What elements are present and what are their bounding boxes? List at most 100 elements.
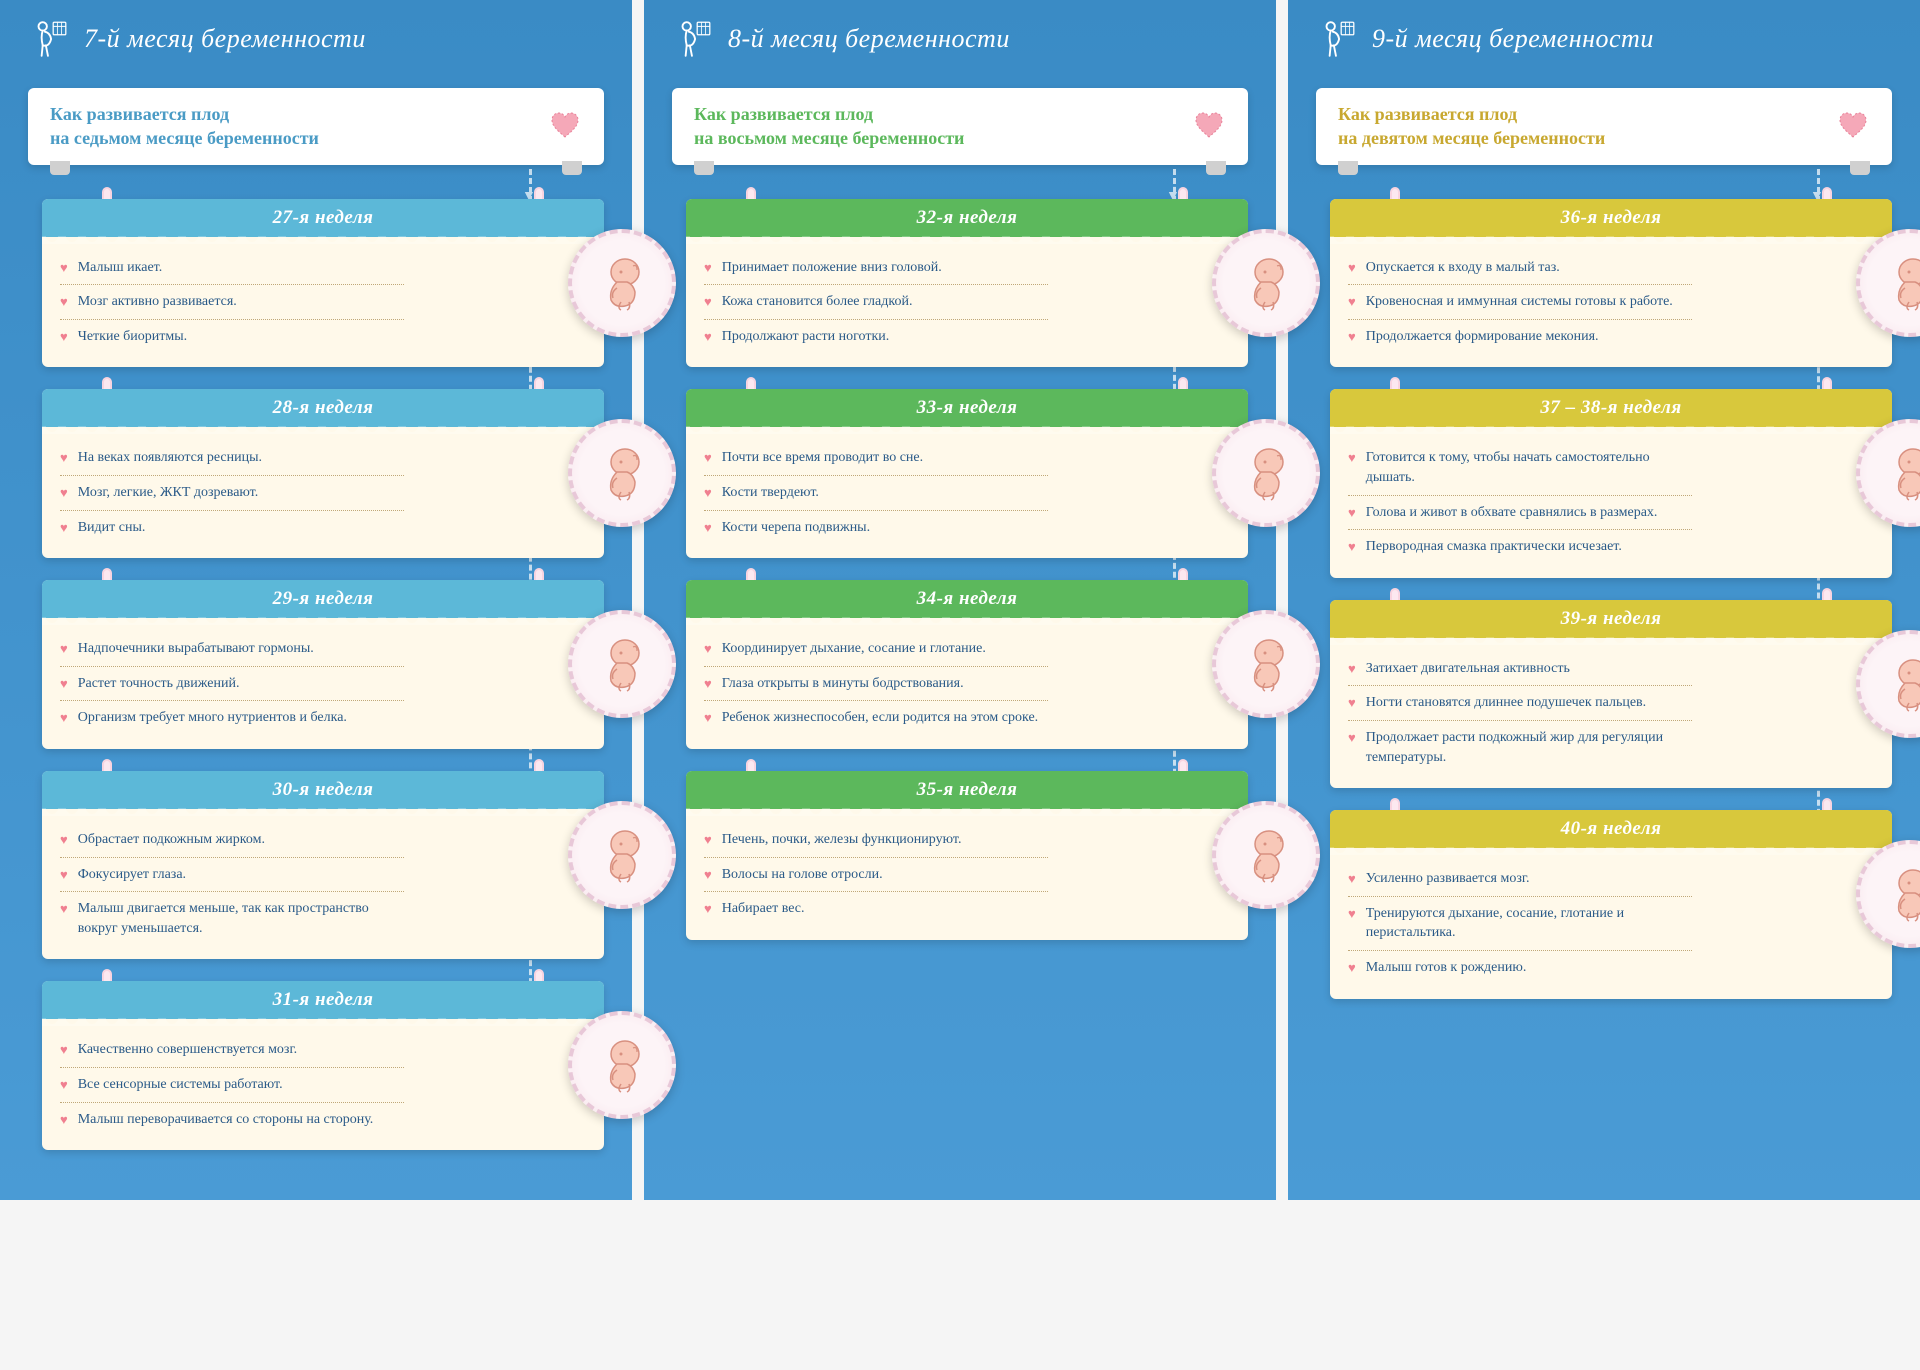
week-header: 34-я неделя bbox=[686, 580, 1248, 618]
week-item-text: Четкие биоритмы. bbox=[78, 327, 187, 347]
week-item-text: Обрастает подкожным жирком. bbox=[78, 830, 265, 850]
week-item: ♥ Почти все время проводит во сне. bbox=[704, 441, 1048, 476]
fetus-illustration bbox=[1856, 229, 1920, 337]
fetus-illustration bbox=[568, 801, 676, 909]
month-header: 9-й месяц беременности bbox=[1316, 18, 1892, 60]
pregnant-calendar-icon bbox=[1316, 18, 1358, 60]
week-item: ♥ Набирает вес. bbox=[704, 892, 1048, 926]
week-header: 31-я неделя bbox=[42, 981, 604, 1019]
fetus-illustration bbox=[1856, 630, 1920, 738]
heart-bullet-icon: ♥ bbox=[704, 519, 712, 537]
week-body: ♥ Затихает двигательная активность ♥ Ног… bbox=[1330, 638, 1710, 788]
week-body: ♥ Координирует дыхание, сосание и глотан… bbox=[686, 618, 1066, 749]
heart-bullet-icon: ♥ bbox=[60, 709, 68, 727]
week-item-text: Мозг, легкие, ЖКТ дозревают. bbox=[78, 483, 259, 503]
week-item-text: Продолжается формирование мекония. bbox=[1366, 327, 1599, 347]
heart-bullet-icon: ♥ bbox=[60, 293, 68, 311]
week-item-text: Кости твердеют. bbox=[722, 483, 819, 503]
subtitle-card: Как развивается плодна девятом месяце бе… bbox=[1316, 88, 1892, 165]
week-card: 35-я неделя ♥ Печень, почки, железы функ… bbox=[686, 771, 1248, 940]
week-item: ♥ Продолжают расти ноготки. bbox=[704, 320, 1048, 354]
month-title: 7-й месяц беременности bbox=[84, 24, 366, 54]
week-item-text: Кости черепа подвижны. bbox=[722, 518, 870, 538]
month-panel-yellow: 9-й месяц беременности Как развивается п… bbox=[1288, 0, 1920, 1200]
week-item: ♥ Опускается к входу в малый таз. bbox=[1348, 251, 1692, 286]
week-header: 28-я неделя bbox=[42, 389, 604, 427]
heart-bullet-icon: ♥ bbox=[704, 831, 712, 849]
week-header: 33-я неделя bbox=[686, 389, 1248, 427]
week-item-text: Кожа становится более гладкой. bbox=[722, 292, 913, 312]
week-item: ♥ Продолжает расти подкожный жир для рег… bbox=[1348, 721, 1692, 774]
week-body: ♥ Печень, почки, железы функционируют. ♥… bbox=[686, 809, 1066, 940]
week-item: ♥ Усиленно развивается мозг. bbox=[1348, 862, 1692, 897]
heart-bullet-icon: ♥ bbox=[60, 831, 68, 849]
week-item-text: Усиленно развивается мозг. bbox=[1366, 869, 1530, 889]
week-item: ♥ Все сенсорные системы работают. bbox=[60, 1068, 404, 1103]
week-item: ♥ Обрастает подкожным жирком. bbox=[60, 823, 404, 858]
fetus-icon bbox=[587, 1030, 657, 1100]
heart-bullet-icon: ♥ bbox=[1348, 504, 1356, 522]
fetus-icon bbox=[1231, 629, 1301, 699]
week-item: ♥ Фокусирует глаза. bbox=[60, 858, 404, 893]
week-item-text: Почти все время проводит во сне. bbox=[722, 448, 923, 468]
heart-bullet-icon: ♥ bbox=[60, 866, 68, 884]
week-body: ♥ Малыш икает. ♥ Мозг активно развиваетс… bbox=[42, 237, 422, 368]
heart-bullet-icon: ♥ bbox=[704, 328, 712, 346]
week-header: 30-я неделя bbox=[42, 771, 604, 809]
month-panel-blue: 7-й месяц беременности Как развивается п… bbox=[0, 0, 632, 1200]
week-item-text: Кровеносная и иммунная системы готовы к … bbox=[1366, 292, 1673, 312]
fetus-illustration bbox=[568, 229, 676, 337]
heart-bullet-icon: ♥ bbox=[1348, 328, 1356, 346]
week-card: 33-я неделя ♥ Почти все время проводит в… bbox=[686, 389, 1248, 558]
week-item-text: Продолжают расти ноготки. bbox=[722, 327, 890, 347]
week-item: ♥ Малыш переворачивается со стороны на с… bbox=[60, 1103, 404, 1137]
heart-bullet-icon: ♥ bbox=[704, 640, 712, 658]
fetus-illustration bbox=[1856, 840, 1920, 948]
heart-bullet-icon: ♥ bbox=[704, 675, 712, 693]
week-item: ♥ На веках появляются ресницы. bbox=[60, 441, 404, 476]
heart-bullet-icon: ♥ bbox=[704, 293, 712, 311]
week-item-text: Малыш двигается меньше, так как простран… bbox=[78, 899, 404, 938]
heart-bullet-icon: ♥ bbox=[60, 640, 68, 658]
week-card: 40-я неделя ♥ Усиленно развивается мозг.… bbox=[1330, 810, 1892, 998]
fetus-illustration bbox=[1212, 610, 1320, 718]
week-body: ♥ Принимает положение вниз головой. ♥ Ко… bbox=[686, 237, 1066, 368]
week-item: ♥ Малыш готов к рождению. bbox=[1348, 951, 1692, 985]
week-item: ♥ Продолжается формирование мекония. bbox=[1348, 320, 1692, 354]
fetus-illustration bbox=[1212, 229, 1320, 337]
weeks-container: 27-я неделя ♥ Малыш икает. ♥ Мозг активн… bbox=[28, 199, 604, 1151]
week-item: ♥ Кости твердеют. bbox=[704, 476, 1048, 511]
heart-bullet-icon: ♥ bbox=[60, 1041, 68, 1059]
week-card: 39-я неделя ♥ Затихает двигательная акти… bbox=[1330, 600, 1892, 788]
week-card: 30-я неделя ♥ Обрастает подкожным жирком… bbox=[42, 771, 604, 959]
heart-bullet-icon: ♥ bbox=[704, 449, 712, 467]
week-card: 31-я неделя ♥ Качественно совершенствует… bbox=[42, 981, 604, 1150]
subtitle-text: Как развивается плодна восьмом месяце бе… bbox=[694, 102, 964, 151]
week-item: ♥ Затихает двигательная активность bbox=[1348, 652, 1692, 687]
week-card: 34-я неделя ♥ Координирует дыхание, соса… bbox=[686, 580, 1248, 749]
fetus-icon bbox=[587, 629, 657, 699]
heart-bullet-icon: ♥ bbox=[60, 519, 68, 537]
week-item: ♥ Ребенок жизнеспособен, если родится на… bbox=[704, 701, 1048, 735]
heart-bullet-icon: ♥ bbox=[60, 449, 68, 467]
subtitle-card: Как развивается плодна восьмом месяце бе… bbox=[672, 88, 1248, 165]
week-item: ♥ Четкие биоритмы. bbox=[60, 320, 404, 354]
week-item: ♥ Ногти становятся длиннее подушечек пал… bbox=[1348, 686, 1692, 721]
fetus-illustration bbox=[1212, 419, 1320, 527]
week-item-text: Растет точность движений. bbox=[78, 674, 240, 694]
week-body: ♥ На веках появляются ресницы. ♥ Мозг, л… bbox=[42, 427, 422, 558]
month-header: 7-й месяц беременности bbox=[28, 18, 604, 60]
heart-bullet-icon: ♥ bbox=[704, 484, 712, 502]
heart-bullet-icon: ♥ bbox=[704, 866, 712, 884]
week-item: ♥ Мозг, легкие, ЖКТ дозревают. bbox=[60, 476, 404, 511]
week-item: ♥ Кожа становится более гладкой. bbox=[704, 285, 1048, 320]
week-card: 37 – 38-я неделя ♥ Готовится к тому, что… bbox=[1330, 389, 1892, 577]
fetus-icon bbox=[1875, 438, 1920, 508]
week-header: 32-я неделя bbox=[686, 199, 1248, 237]
week-item-text: Качественно совершенствуется мозг. bbox=[78, 1040, 297, 1060]
heart-bullet-icon: ♥ bbox=[1348, 259, 1356, 277]
week-item-text: Ногти становятся длиннее подушечек пальц… bbox=[1366, 693, 1646, 713]
week-item: ♥ Видит сны. bbox=[60, 511, 404, 545]
week-header: 37 – 38-я неделя bbox=[1330, 389, 1892, 427]
heart-bullet-icon: ♥ bbox=[1348, 870, 1356, 888]
